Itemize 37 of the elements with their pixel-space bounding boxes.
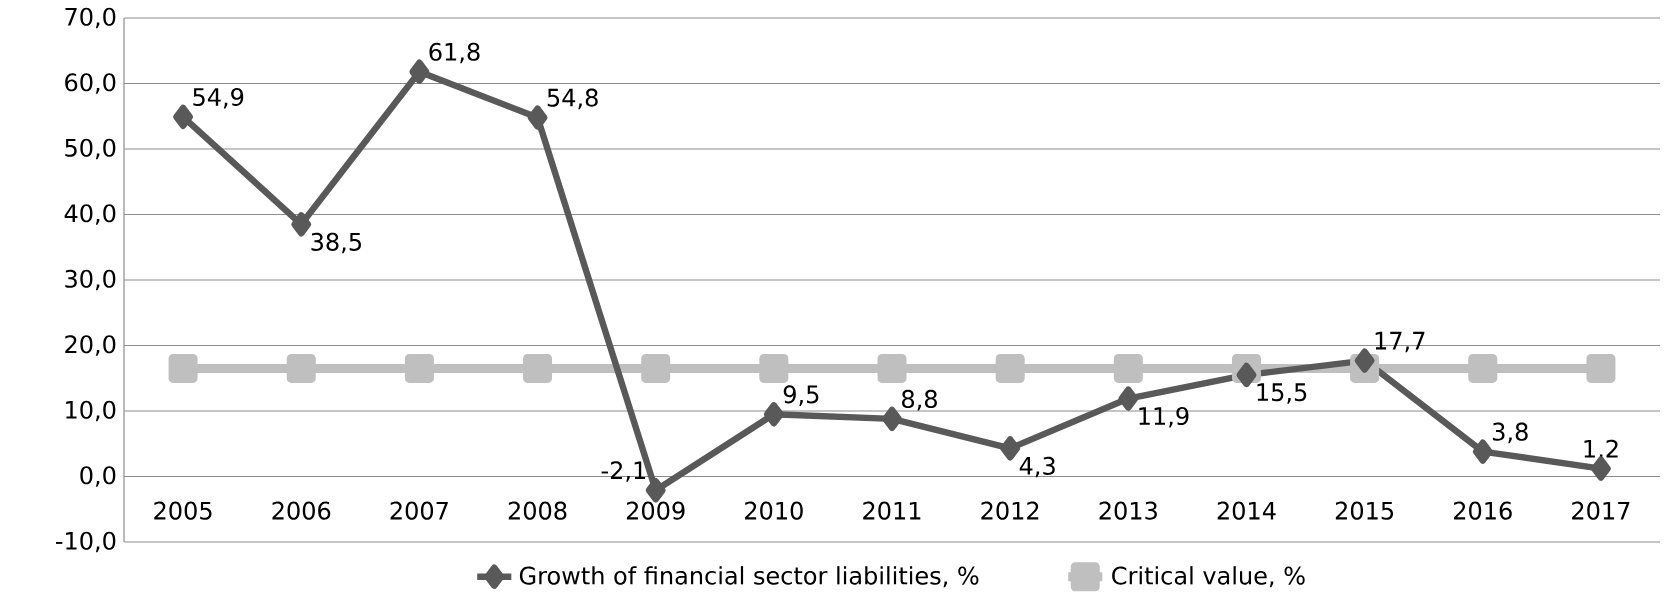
- data-label: 15,5: [1257, 383, 1307, 404]
- x-tick-label: 2016: [1454, 501, 1512, 520]
- data-label: 54,9: [193, 87, 244, 109]
- y-tick-label: 0,0: [80, 466, 116, 487]
- y-tick-label: -10,0: [56, 531, 116, 553]
- data-label: 3,8: [1493, 422, 1528, 444]
- y-tick-label: 70,0: [65, 7, 116, 29]
- x-tick-label: 2007: [390, 501, 448, 520]
- data-label: 8,8: [902, 389, 937, 411]
- x-tick-label: 2015: [1335, 501, 1394, 520]
- y-tick-label: 30,0: [65, 269, 116, 291]
- legend-label: Critical value, %: [1112, 566, 1305, 588]
- data-label: 9,5: [783, 385, 819, 406]
- data-label: 61,8: [429, 42, 480, 64]
- data-label: 11,9: [1139, 406, 1189, 428]
- x-tick-label: 2017: [1572, 501, 1630, 520]
- data-label: 38,5: [311, 232, 361, 254]
- x-tick-label: 2005: [154, 501, 212, 520]
- data-label: -2,1: [601, 461, 646, 482]
- x-tick-label: 2006: [272, 501, 331, 520]
- y-tick-label: 50,0: [65, 138, 116, 160]
- x-tick-label: 2013: [1099, 501, 1157, 520]
- y-tick-label: 10,0: [66, 400, 116, 422]
- x-tick-label: 2014: [1217, 501, 1276, 520]
- x-tick-label: 2009: [626, 501, 685, 520]
- data-label: 1,2: [1584, 439, 1618, 461]
- legend-label: Growth of financial sector liabilities, %: [519, 566, 979, 588]
- y-tick-label: 40,0: [64, 204, 116, 225]
- y-tick-label: 60,0: [65, 73, 116, 94]
- y-tick-label: 20,0: [65, 335, 116, 356]
- x-tick-label: 2012: [981, 501, 1039, 520]
- x-tick-label: 2010: [745, 501, 803, 520]
- data-label: 4,3: [1019, 456, 1055, 478]
- x-tick-label: 2008: [508, 501, 567, 520]
- data-label: 17,7: [1375, 331, 1425, 353]
- data-label: 54,8: [547, 88, 598, 110]
- x-tick-label: 2011: [863, 501, 921, 520]
